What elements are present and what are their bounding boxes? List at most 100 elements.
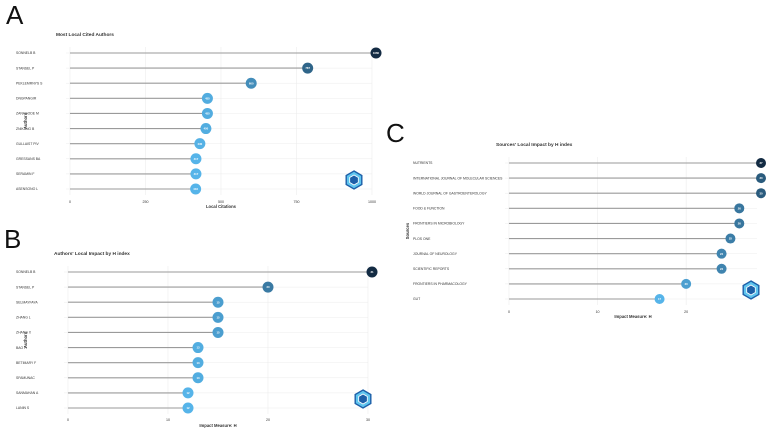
value-label: 20 bbox=[685, 282, 689, 286]
value-label: 31 bbox=[370, 270, 374, 274]
chart-title: Authors' Local Impact by H index bbox=[54, 251, 130, 257]
value-label: 13 bbox=[196, 376, 200, 380]
x-axis-label: Impact Measure: H bbox=[614, 314, 651, 319]
chart-title: Sources' Local Impact by H index bbox=[496, 142, 573, 148]
category-label: INTERNATIONAL JOURNAL OF MOLECULAR SCIEN… bbox=[413, 176, 503, 180]
lollipop-dot bbox=[201, 92, 213, 104]
x-tick-label: 20 bbox=[684, 310, 688, 314]
value-label: 12 bbox=[186, 406, 190, 410]
lollipop-dot bbox=[756, 173, 766, 184]
category-label: SERAMIN F bbox=[16, 172, 34, 176]
category-label: FRONTIERS IN PHARMACOLOGY bbox=[413, 282, 468, 286]
lollipop-dot bbox=[716, 263, 727, 274]
value-label: 26 bbox=[738, 206, 742, 210]
value-label: 25 bbox=[729, 237, 733, 241]
value-label: 450 bbox=[204, 127, 209, 131]
lollipop-dot bbox=[190, 168, 202, 180]
logo-hexagon-inner bbox=[349, 174, 359, 186]
logo-hexagon-inner bbox=[358, 393, 368, 405]
value-label: 417 bbox=[194, 172, 199, 176]
lollipop-dot bbox=[370, 47, 382, 59]
lollipop-dot bbox=[212, 296, 224, 308]
lollipop-dot bbox=[734, 203, 745, 214]
lollipop-dot bbox=[190, 153, 202, 165]
x-axis-label: Impact Measure: H bbox=[199, 423, 236, 428]
chart-title: Most Local Cited Authors bbox=[56, 32, 114, 38]
panel-label-b: B bbox=[4, 224, 22, 254]
value-label: 30 bbox=[759, 191, 763, 195]
category-label: ZHANG L bbox=[16, 316, 31, 320]
category-label: FOOD & FUNCTION bbox=[413, 207, 445, 211]
value-label: 13 bbox=[196, 361, 200, 365]
value-label: 20 bbox=[266, 285, 270, 289]
category-label: BAO H bbox=[16, 346, 27, 350]
lollipop-dot bbox=[654, 294, 665, 304]
x-tick-label: 750 bbox=[294, 200, 300, 204]
value-label: 17 bbox=[658, 297, 662, 301]
lollipop-dot bbox=[182, 402, 194, 414]
category-label: ZNIKANG B bbox=[16, 127, 35, 131]
lollipop-dot bbox=[192, 357, 204, 369]
logo-hexagon-inner bbox=[746, 284, 756, 296]
x-tick-label: 0 bbox=[508, 310, 510, 314]
lollipop-dot bbox=[302, 62, 314, 74]
value-label: 24 bbox=[720, 267, 724, 271]
value-label: 30 bbox=[759, 176, 763, 180]
category-label: SONNELB B bbox=[16, 51, 36, 55]
category-label: STANSEL P bbox=[16, 285, 35, 289]
y-axis-label: Authors bbox=[23, 331, 28, 348]
category-label: GRESSANS BA bbox=[16, 157, 41, 161]
category-label: NUTRIENTS bbox=[413, 161, 433, 165]
lollipop-dot bbox=[182, 387, 194, 399]
value-label: 417 bbox=[194, 157, 199, 161]
lollipop-dot bbox=[681, 278, 692, 289]
lollipop-dot bbox=[212, 311, 224, 323]
category-label: ASENSONO L bbox=[16, 187, 38, 191]
x-tick-label: 10 bbox=[596, 310, 600, 314]
value-label: 455 bbox=[205, 112, 210, 116]
category-label: WORLD JOURNAL OF GASTROENTEROLOGY bbox=[413, 191, 487, 195]
value-label: 15 bbox=[216, 331, 220, 335]
x-tick-label: 500 bbox=[218, 200, 224, 204]
x-tick-label: 250 bbox=[143, 200, 149, 204]
category-label: ZHANG X bbox=[16, 331, 32, 335]
lollipop-dot bbox=[212, 326, 224, 338]
category-label: GUT bbox=[413, 297, 420, 301]
value-label: 430 bbox=[198, 142, 203, 146]
value-label: 26 bbox=[738, 222, 742, 226]
x-tick-label: 30 bbox=[366, 418, 370, 422]
value-label: 24 bbox=[720, 252, 724, 256]
category-label: SONNELB B bbox=[16, 270, 36, 274]
x-tick-label: 1000 bbox=[368, 200, 376, 204]
lollipop-dot bbox=[192, 342, 204, 354]
x-tick-label: 20 bbox=[266, 418, 270, 422]
value-label: 600 bbox=[249, 81, 254, 85]
x-tick-label: 10 bbox=[166, 418, 170, 422]
value-label: 787 bbox=[305, 66, 310, 70]
category-label: SANMAHAN A bbox=[16, 391, 39, 395]
category-label: SFAMUNAC bbox=[16, 376, 35, 380]
lollipop-dot bbox=[245, 77, 257, 89]
category-label: BETIMARY F bbox=[16, 361, 36, 365]
value-label: 13 bbox=[196, 346, 200, 350]
lollipop-dot bbox=[192, 372, 204, 384]
lollipop-dot bbox=[725, 233, 736, 244]
category-label: GULLAIST PIV bbox=[16, 142, 39, 146]
value-label: 416 bbox=[193, 187, 198, 191]
panel-label-a: A bbox=[6, 0, 24, 30]
lollipop-dot bbox=[201, 107, 213, 119]
y-axis-label: Authors bbox=[23, 112, 28, 129]
panel-label-c: C bbox=[386, 118, 405, 148]
value-label: 15 bbox=[216, 315, 220, 319]
value-label: 455 bbox=[205, 96, 210, 100]
category-label: SCIENTIFIC REPORTS bbox=[413, 267, 450, 271]
lollipop-dot bbox=[734, 218, 745, 229]
category-label: PLOS ONE bbox=[413, 237, 431, 241]
x-tick-label: 0 bbox=[69, 200, 71, 204]
value-label: 15 bbox=[216, 300, 220, 304]
category-label: PEKLEMRNYS S bbox=[16, 81, 43, 85]
value-label: 1060 bbox=[373, 51, 380, 55]
category-label: STANSEL P bbox=[16, 66, 35, 70]
